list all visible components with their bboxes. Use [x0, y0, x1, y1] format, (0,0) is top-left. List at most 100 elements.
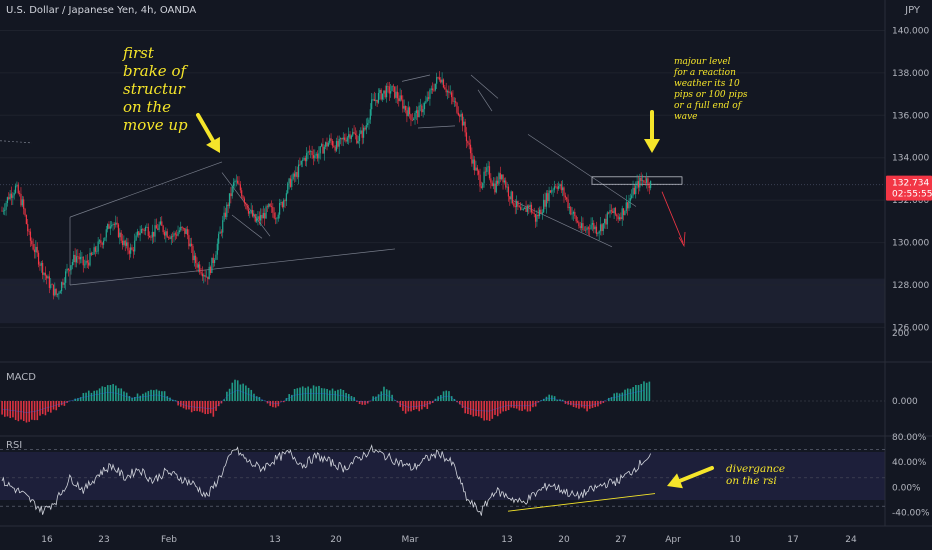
macd-bar — [402, 401, 404, 411]
major-level-annotation: majour level for a reaction weather its … — [674, 57, 748, 122]
candle-body — [204, 275, 206, 277]
candle — [189, 238, 191, 247]
macd-bar — [25, 401, 28, 423]
candle — [77, 249, 79, 264]
candle — [75, 249, 78, 268]
candle-body — [111, 225, 113, 227]
candle — [42, 260, 44, 280]
candle-body — [346, 137, 348, 142]
projection-arrowhead — [678, 231, 686, 248]
candle-body — [318, 153, 320, 159]
candle-body — [299, 164, 301, 166]
candle — [520, 202, 522, 211]
candle — [272, 203, 274, 218]
candle-body — [98, 240, 101, 242]
candle-body — [174, 233, 176, 235]
candle-body — [262, 213, 264, 219]
candle-body — [349, 134, 351, 139]
candle-body — [566, 197, 568, 200]
macd-bar — [39, 401, 41, 416]
macd-bar — [288, 394, 290, 401]
candle — [640, 172, 642, 186]
candle — [35, 240, 37, 259]
candle-body — [590, 224, 592, 229]
candle — [115, 215, 117, 228]
candle-body — [631, 195, 633, 199]
candle — [471, 147, 473, 167]
candle-body — [365, 124, 367, 130]
candle-body — [633, 187, 635, 195]
channel-upper — [69, 161, 223, 218]
macd-bar — [31, 401, 33, 420]
candle — [445, 82, 447, 97]
candle — [17, 182, 19, 195]
candle — [228, 193, 231, 209]
candle — [224, 207, 227, 220]
candle — [367, 117, 369, 128]
candle — [79, 250, 82, 264]
candle-body — [521, 209, 523, 211]
candle-body — [59, 291, 61, 294]
candle — [534, 213, 537, 228]
candle-body — [130, 247, 132, 254]
macd-bar — [239, 384, 242, 401]
candle — [349, 131, 351, 143]
candle — [517, 200, 519, 211]
candle — [543, 193, 545, 214]
candle-body — [224, 212, 227, 217]
macd-bar — [621, 392, 624, 401]
candle — [162, 224, 164, 235]
macd-bar — [215, 401, 217, 411]
candle-body — [223, 212, 225, 221]
candle-body — [96, 251, 98, 253]
candle-body — [335, 141, 338, 151]
macd-bar — [318, 385, 320, 401]
candle — [422, 102, 424, 118]
candle-body — [149, 235, 151, 238]
candle — [19, 190, 21, 197]
candle-body — [10, 193, 13, 198]
candle-body — [612, 211, 614, 213]
candle — [472, 155, 474, 171]
candle — [495, 176, 497, 194]
candle-body — [522, 209, 524, 210]
candle-body — [414, 113, 416, 119]
candle-body — [155, 225, 157, 229]
macd-bar — [274, 401, 277, 408]
candle — [492, 177, 495, 190]
candle-body — [513, 203, 515, 207]
candle-body — [273, 212, 275, 219]
time-axis[interactable]: 16 23 Feb 13 20 Mar 13 20 27 Apr 10 17 24 — [41, 535, 857, 545]
candle-body — [371, 99, 373, 110]
candle — [326, 137, 328, 151]
top-box-lower — [417, 125, 456, 129]
candle-body — [323, 146, 325, 154]
macd-bar — [98, 388, 101, 401]
candle — [365, 118, 367, 135]
candle-body — [255, 218, 258, 222]
candle — [74, 248, 76, 268]
candle — [403, 99, 405, 113]
candle — [43, 272, 45, 283]
candle — [608, 211, 610, 215]
candle-body — [251, 209, 254, 217]
candle — [62, 278, 64, 288]
candle — [90, 251, 92, 257]
candle-body — [474, 159, 476, 171]
price-axis[interactable]: 140.000 138.000 136.000 134.000 132.000 130.0… — [886, 26, 932, 518]
candle — [208, 261, 210, 280]
candle — [488, 161, 491, 181]
macd-bar — [556, 399, 559, 401]
candle — [94, 245, 97, 257]
candle — [576, 216, 579, 224]
candle-body — [641, 180, 644, 182]
candle-body — [380, 89, 382, 100]
candle-body — [488, 166, 491, 179]
candle-body — [444, 87, 446, 90]
candle-body — [329, 138, 331, 143]
candle-body — [339, 138, 342, 140]
candle — [478, 169, 480, 180]
candle-body — [400, 95, 403, 100]
macd-bar — [106, 385, 109, 401]
